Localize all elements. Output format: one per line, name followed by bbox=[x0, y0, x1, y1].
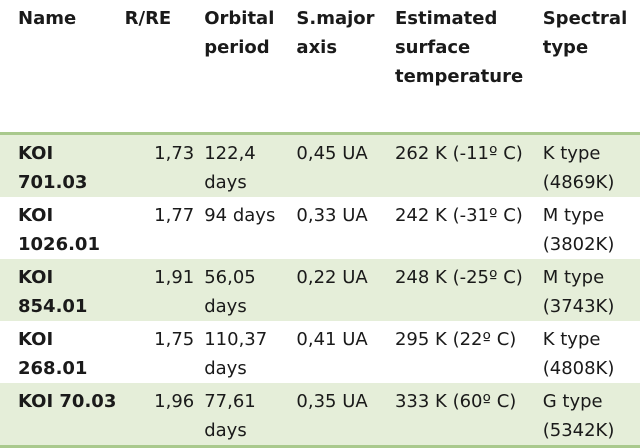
cell-name: KOI 1026.01 bbox=[18, 204, 100, 255]
header-orbital-period: Orbital period bbox=[204, 8, 275, 58]
cell-semi-major-axis: 0,35 UA bbox=[296, 382, 395, 448]
header-radius: R/RE bbox=[124, 8, 172, 29]
cell-spectral-type: G type (5342K) bbox=[542, 382, 640, 448]
cell-surface-temperature: 242 K (-31º C) bbox=[394, 204, 523, 226]
table-row: KOI 1026.01 1,77 94 days 0,33 UA 242 K (… bbox=[0, 197, 640, 259]
cell-spectral-type: K type (4869K) bbox=[542, 131, 640, 197]
table-row: KOI 854.01 1,91 56,05 days 0,22 UA 248 K… bbox=[0, 258, 640, 321]
cell-radius: 1,73 bbox=[124, 131, 205, 197]
cell-radius: 1,91 bbox=[124, 258, 205, 321]
cell-name: KOI 854.01 bbox=[0, 258, 125, 321]
cell-orbital-period: 77,61 days bbox=[204, 382, 297, 448]
cell-name: KOI 701.03 bbox=[0, 131, 125, 197]
header-name: Name bbox=[18, 8, 77, 29]
cell-semi-major-axis: 0,41 UA bbox=[296, 328, 368, 350]
cell-semi-major-axis: 0,33 UA bbox=[296, 204, 368, 226]
cell-radius: 1,77 bbox=[154, 204, 195, 226]
cell-surface-temperature: 262 K (-11º C) bbox=[394, 131, 543, 197]
cell-spectral-type: M type (3802K) bbox=[542, 204, 615, 255]
header-semi-major-axis: S.major axis bbox=[296, 8, 375, 58]
cell-orbital-period: 110,37 days bbox=[204, 328, 268, 379]
cell-surface-temperature: 295 K (22º C) bbox=[394, 328, 517, 350]
table-row: KOI 701.03 1,73 122,4 days 0,45 UA 262 K… bbox=[0, 131, 640, 197]
cell-orbital-period: 56,05 days bbox=[204, 258, 297, 321]
cell-semi-major-axis: 0,45 UA bbox=[296, 131, 395, 197]
cell-radius: 1,96 bbox=[124, 382, 205, 448]
cell-radius: 1,75 bbox=[154, 328, 195, 350]
cell-surface-temperature: 333 K (60º C) bbox=[394, 382, 543, 448]
table-row: KOI 268.01 1,75 110,37 days 0,41 UA 295 … bbox=[0, 321, 640, 383]
header-spectral-type: Spectral type bbox=[542, 8, 628, 58]
cell-name: KOI 70.03 bbox=[0, 382, 125, 448]
cell-orbital-period: 122,4 days bbox=[204, 131, 297, 197]
cell-name: KOI 268.01 bbox=[18, 328, 88, 379]
cell-spectral-type: K type (4808K) bbox=[542, 328, 615, 379]
table-row: KOI 70.03 1,96 77,61 days 0,35 UA 333 K … bbox=[0, 382, 640, 448]
cell-spectral-type: M type (3743K) bbox=[542, 258, 640, 321]
cell-orbital-period: 94 days bbox=[204, 204, 276, 226]
header-row: Name R/RE Orbital period S.major axis Es… bbox=[0, 0, 640, 133]
cell-semi-major-axis: 0,22 UA bbox=[296, 258, 395, 321]
cell-surface-temperature: 248 K (-25º C) bbox=[394, 258, 543, 321]
header-surface-temperature: Estimated surface temperature bbox=[394, 8, 524, 87]
